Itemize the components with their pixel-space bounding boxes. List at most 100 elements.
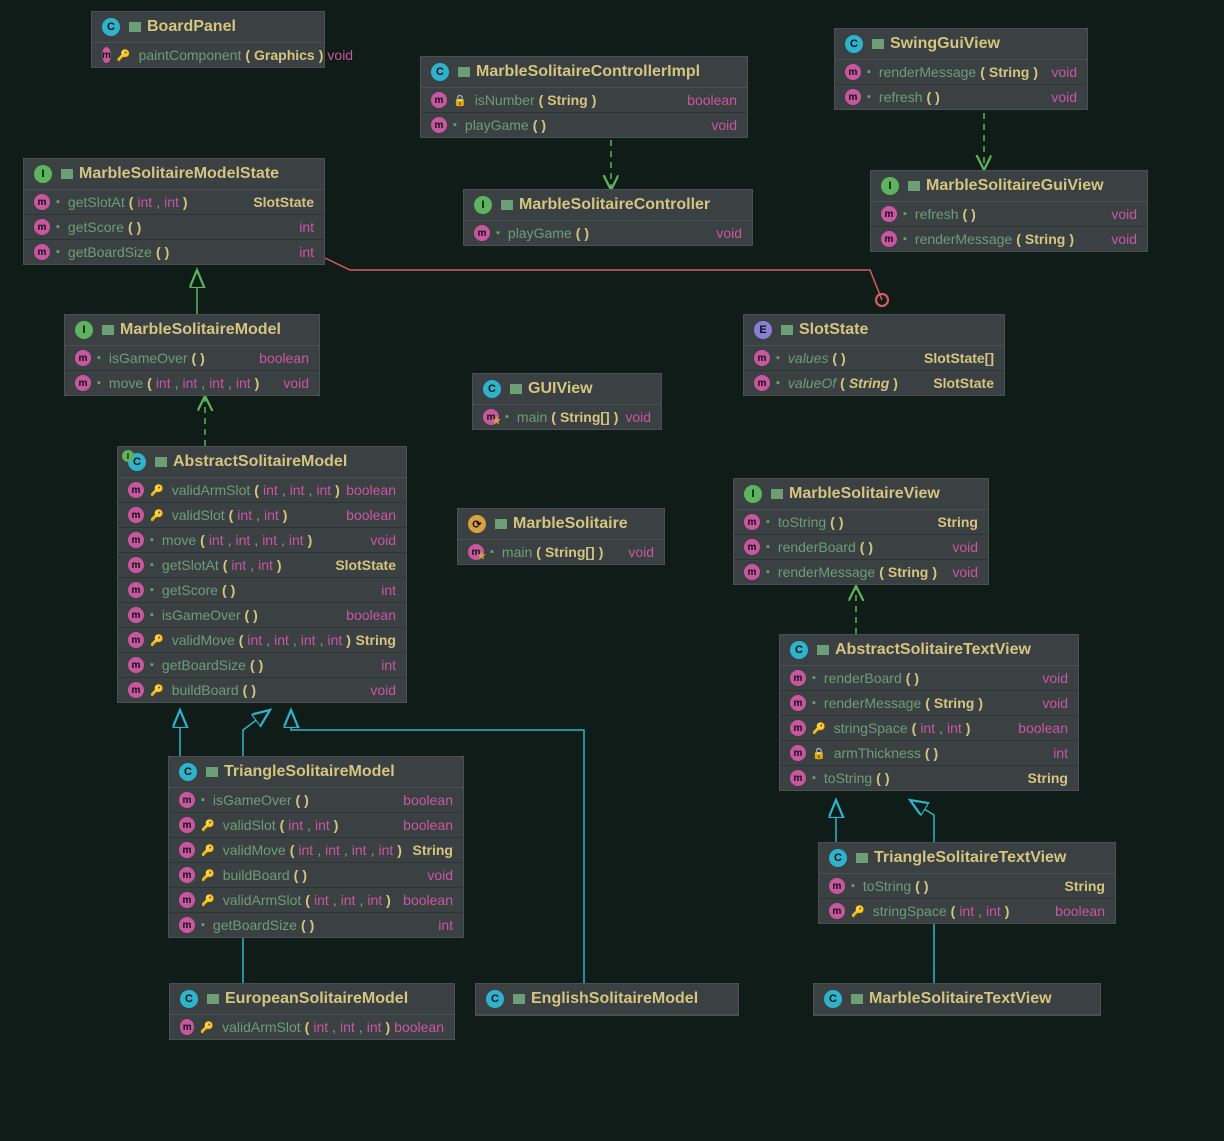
return-type: boolean <box>346 507 396 523</box>
class-box-abstractModel[interactable]: CIAbstractSolitaireModelm🔑validArmSlot(i… <box>117 446 407 703</box>
package-icon <box>851 994 863 1004</box>
public-icon: ▪ <box>56 246 60 258</box>
return-type: void <box>1051 89 1077 105</box>
class-box-controller[interactable]: IMarbleSolitaireControllerm▪playGame()vo… <box>463 189 753 246</box>
package-icon <box>501 200 513 210</box>
public-icon: ▪ <box>776 352 780 364</box>
member-row: m▪move(int, int, int, int)void <box>65 370 319 395</box>
method-name: renderMessage <box>778 564 875 580</box>
return-type: String <box>1065 878 1105 894</box>
class-box-triangleModel[interactable]: CTriangleSolitaireModelm▪isGameOver()boo… <box>168 756 464 938</box>
return-type: boolean <box>346 607 396 623</box>
class-title: IMarbleSolitaireGuiView <box>871 171 1147 202</box>
method-name: validArmSlot <box>172 482 251 498</box>
return-type: void <box>1042 670 1068 686</box>
package-icon <box>206 767 218 777</box>
return-type: void <box>1051 64 1077 80</box>
member-row: m🔒isNumber(String)boolean <box>421 88 747 112</box>
class-box-guiViewIface[interactable]: IMarbleSolitaireGuiViewm▪refresh()voidm▪… <box>870 170 1148 252</box>
class-name-label: MarbleSolitaireTextView <box>869 990 1052 1008</box>
public-icon: ▪ <box>766 516 770 528</box>
return-type: int <box>381 657 396 673</box>
class-box-guiView[interactable]: CGUIViewm★▪main(String[])void <box>472 373 662 430</box>
public-icon: ▪ <box>776 377 780 389</box>
method-icon: m <box>179 842 195 858</box>
public-icon: ▪ <box>150 584 154 596</box>
method-name: getSlotAt <box>68 194 125 210</box>
method-name: isGameOver <box>162 607 241 623</box>
member-row: m▪valueOf (String )SlotState <box>744 370 1004 395</box>
class-box-slotState[interactable]: ESlotStatem▪values ( )SlotState[]m▪value… <box>743 314 1005 396</box>
public-icon: ▪ <box>150 559 154 571</box>
method-name: renderMessage <box>879 64 976 80</box>
method-icon: m <box>128 682 144 698</box>
method-icon: m <box>128 632 144 648</box>
member-row: m▪getScore()int <box>118 577 406 602</box>
class-title: CGUIView <box>473 374 661 405</box>
method-name: getScore <box>162 582 218 598</box>
method-name: values <box>788 350 828 366</box>
runnable-icon: ⟳ <box>468 515 486 533</box>
class-title: CEnglishSolitaireModel <box>476 984 738 1015</box>
member-row: m▪refresh()void <box>871 202 1147 226</box>
public-icon: ▪ <box>903 208 907 220</box>
class-box-controllerImpl[interactable]: CMarbleSolitaireControllerImplm🔒isNumber… <box>420 56 748 138</box>
method-name: isGameOver <box>109 350 188 366</box>
method-icon: m <box>790 770 806 786</box>
return-type: SlotState[] <box>924 350 994 366</box>
member-row: m▪getScore()int <box>24 214 324 239</box>
member-row: m▪toString()String <box>734 510 988 534</box>
class-icon: C <box>829 849 847 867</box>
protected-icon: 🔑 <box>201 819 215 832</box>
protected-icon: 🔑 <box>150 509 164 522</box>
package-icon <box>872 39 884 49</box>
class-box-boardPanel[interactable]: CBoardPanelm🔑paintComponent(Graphics)voi… <box>91 11 325 68</box>
class-name-label: BoardPanel <box>147 18 236 36</box>
method-icon: m <box>128 657 144 673</box>
class-title: C TriangleSolitaireTextView <box>819 843 1115 874</box>
public-icon: ▪ <box>812 772 816 784</box>
class-box-swingGuiView[interactable]: CSwingGuiViewm▪renderMessage(String)void… <box>834 28 1088 110</box>
protected-icon: 🔑 <box>150 684 164 697</box>
interface-icon: I <box>474 196 492 214</box>
class-box-abstractTextView[interactable]: CAbstractSolitaireTextViewm▪renderBoard(… <box>779 634 1079 791</box>
class-box-viewIface[interactable]: IMarbleSolitaireViewm▪toString()Stringm▪… <box>733 478 989 585</box>
public-icon: ▪ <box>903 233 907 245</box>
public-icon: ▪ <box>150 534 154 546</box>
method-name: move <box>162 532 196 548</box>
member-row: m▪values ( )SlotState[] <box>744 346 1004 370</box>
return-type: boolean <box>403 817 453 833</box>
method-name: validArmSlot <box>222 1019 301 1035</box>
protected-icon: 🔑 <box>201 844 215 857</box>
class-name-label: TriangleSolitaireTextView <box>874 849 1066 867</box>
member-row: m▪renderBoard()void <box>780 666 1078 690</box>
class-box-triangleTextView[interactable]: CTriangleSolitaireTextViewm▪toString()St… <box>818 842 1116 924</box>
class-icon: C <box>790 641 808 659</box>
method-icon: m <box>128 507 144 523</box>
class-box-model[interactable]: IMarbleSolitaireModelm▪isGameOver()boole… <box>64 314 320 396</box>
class-box-marbleTextView[interactable]: CMarbleSolitaireTextView <box>813 983 1101 1016</box>
class-box-englishModel[interactable]: CEnglishSolitaireModel <box>475 983 739 1016</box>
method-icon: m <box>474 225 490 241</box>
class-box-modelState[interactable]: IMarbleSolitaireModelStatem▪getSlotAt(in… <box>23 158 325 265</box>
method-icon: m <box>75 350 91 366</box>
public-icon: ▪ <box>453 119 457 131</box>
package-icon <box>61 169 73 179</box>
member-row: m▪move(int, int, int, int)void <box>118 527 406 552</box>
member-row: m🔑paintComponent(Graphics)void <box>92 43 324 67</box>
return-type: void <box>370 532 396 548</box>
class-box-marbleSolitaire[interactable]: ⟳MarbleSolitairem★▪main(String[])void <box>457 508 665 565</box>
member-row: m▪getBoardSize()int <box>118 652 406 677</box>
return-type: void <box>370 682 396 698</box>
package-icon <box>817 645 829 655</box>
return-type: void <box>952 539 978 555</box>
method-name: playGame <box>465 117 529 133</box>
class-box-europeanModel[interactable]: CEuropeanSolitaireModelm🔑validArmSlot(in… <box>169 983 455 1040</box>
class-title: IMarbleSolitaireModel <box>65 315 319 346</box>
static-method-icon: m★ <box>468 544 484 560</box>
member-row: m▪playGame()void <box>464 221 752 245</box>
return-type: int <box>1053 745 1068 761</box>
return-type: SlotState <box>253 194 314 210</box>
package-icon <box>771 489 783 499</box>
member-row: m▪isGameOver()boolean <box>65 346 319 370</box>
